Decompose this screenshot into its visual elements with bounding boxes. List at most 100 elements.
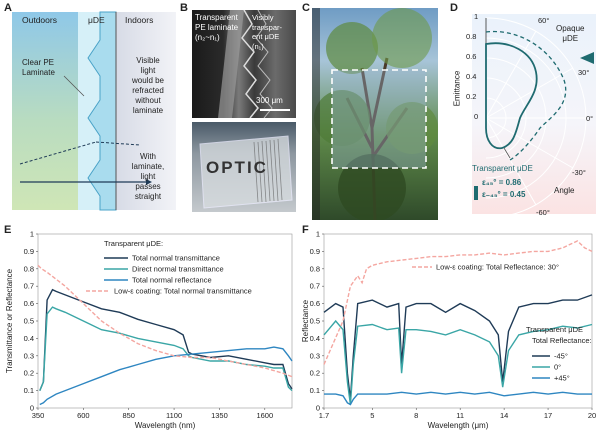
y-tick-label: 0.5 — [24, 317, 34, 326]
y-tick-label: 0.8 — [24, 264, 34, 273]
emittance-axis-label: Emittance — [452, 70, 462, 107]
legend-title-2: Total Reflectance: — [532, 336, 592, 345]
series-line-0 — [39, 288, 293, 391]
series-line-3 — [37, 264, 293, 378]
angle-0: 0° — [586, 114, 594, 123]
outdoors-area — [12, 12, 78, 210]
panel-d: D Emittance — [440, 0, 600, 222]
x-tick-label: 11 — [456, 411, 464, 420]
y-tick-label: 0.3 — [310, 351, 320, 360]
x-tick-label: 350 — [32, 411, 45, 420]
y-axis-label: Transmittance or Reflectance — [5, 268, 14, 373]
d-ytick-0.2: 0.2 — [466, 92, 477, 101]
y-tick-label: 0.7 — [24, 282, 34, 291]
legend-entry-3: Low-ε coating: Total normal transmittanc… — [114, 287, 252, 296]
indoors-area — [116, 12, 176, 210]
x-tick-label: 850 — [122, 411, 135, 420]
refracted-ray — [19, 141, 97, 165]
d-ytick-1: 1 — [474, 12, 479, 21]
x-tick-label: 5 — [370, 411, 374, 420]
y-tick-label: 0.3 — [24, 351, 34, 360]
angle-axis-label: Angle — [554, 186, 575, 195]
transparent-mude-legend: Transparent μDE — [472, 164, 533, 173]
emittance-neg45-value: ε₋₄₅° = 0.45 — [482, 190, 526, 199]
transparent-mude-label: Visibly transpar- ent μDE (n₁) — [252, 13, 283, 51]
legend-entry-2: Total normal reflectance — [132, 276, 212, 285]
y-tick-label: 0.9 — [310, 247, 320, 256]
x-tick-label: 8 — [414, 411, 418, 420]
panel-label-c: C — [302, 2, 310, 14]
y-tick-label: 1 — [316, 230, 320, 239]
panel-f: F 0 0.1 0.2 0.3 0.4 0.5 0.6 0.7 0.8 0.9 1 1.7 5 8 11 14… — [300, 222, 600, 430]
panel-a-illustration — [12, 11, 176, 211]
opaque-mude-label: Opaque μDE — [556, 24, 585, 43]
y-tick-label: 0.7 — [310, 282, 320, 291]
y-tick-label: 0.4 — [310, 334, 320, 343]
x-tick-label: 1.7 — [319, 411, 329, 420]
opaque-mude-curve — [485, 30, 567, 161]
y-tick-label: 0.2 — [24, 369, 34, 378]
mude-sample-region — [332, 70, 426, 168]
y-axis-label: Reflectance — [301, 299, 310, 342]
y-tick-label: 0 — [30, 404, 34, 413]
panel-e: E 0 0.1 0.2 0.3 0.4 0.5 0.6 0.7 0.8 0.9 1 350 600 850… — [0, 222, 300, 430]
series-line-1 — [323, 319, 593, 405]
angle-neg30: -30° — [572, 168, 586, 177]
panel-a: A Outdoors μDE Indoors Clear PE Laminate — [0, 0, 178, 212]
panel-label-e: E — [4, 224, 12, 236]
y-tick-label: 0.8 — [310, 264, 320, 273]
series-line-0 — [323, 294, 593, 400]
emittance-45-value: ε₄₅° = 0.86 — [482, 178, 522, 187]
series-line-3 — [323, 240, 593, 365]
y-tick-label: 0.9 — [24, 247, 34, 256]
chart-f-reflectance: 0 0.1 0.2 0.3 0.4 0.5 0.6 0.7 0.8 0.9 1 1.7 5 8 11 14 17… — [301, 230, 596, 431]
y-tick-label: 0.4 — [24, 334, 34, 343]
legend-entry-1: 0° — [554, 363, 561, 372]
x-tick-label: 1350 — [211, 411, 228, 420]
x-axis-label: Wavelength (nm) — [135, 421, 196, 430]
d-ytick-0.6: 0.6 — [466, 52, 477, 61]
legend-entry-2: +45° — [554, 374, 570, 383]
legend-entry-0: -45° — [554, 352, 568, 361]
panel-label-d: D — [450, 2, 458, 14]
y-tick-label: 1 — [30, 230, 34, 239]
legend-entry-1: Direct normal transmittance — [132, 265, 224, 274]
d-ytick-0: 0 — [474, 112, 479, 121]
polar-emittance-plot — [472, 14, 596, 219]
sample-photo: OPTIC — [192, 122, 296, 212]
with-laminate-note: With laminate, light passes straight — [131, 152, 165, 201]
legend-title-1: Transparent μDE — [526, 325, 583, 334]
y-tick-label: 0.2 — [310, 369, 320, 378]
panel-label-a: A — [4, 2, 12, 14]
clear-pe-label: Clear PE Laminate — [22, 58, 55, 77]
d-ytick-0.8: 0.8 — [466, 32, 477, 41]
opaque-marker-icon — [580, 52, 594, 64]
plot-frame — [323, 233, 593, 409]
pe-laminate-label: Transparent PE laminate (n₂~n₁) — [195, 13, 239, 42]
x-tick-label: 17 — [544, 411, 552, 420]
panel-label-b: B — [180, 2, 188, 14]
x-tick-label: 14 — [500, 411, 508, 420]
x-tick-label: 20 — [588, 411, 596, 420]
d-ytick-0.4: 0.4 — [466, 72, 477, 81]
window-photo — [312, 8, 438, 220]
indoors-label: Indoors — [125, 15, 154, 25]
optic-text: OPTIC — [206, 158, 268, 177]
legend-entry-3: Low-ε coating: Total Reflectance: 30° — [436, 263, 559, 272]
y-tick-label: 0.1 — [310, 386, 320, 395]
scale-label: 300 μm — [256, 96, 283, 105]
series-line-2 — [39, 346, 293, 406]
mude-label: μDE — [88, 15, 105, 25]
y-tick-label: 0.6 — [24, 299, 34, 308]
angle-30: 30° — [578, 68, 590, 77]
sem-image: Transparent PE laminate (n₂~n₁) Visibly … — [192, 10, 296, 118]
y-tick-label: 0.5 — [310, 317, 320, 326]
panel-b: B Transparent PE laminate (n₂~n₁) Visibl… — [180, 0, 300, 212]
legend-entry-0: Total normal transmittance — [132, 254, 220, 263]
transparent-mude-curve — [485, 42, 538, 150]
outdoors-label: Outdoors — [22, 15, 57, 25]
visible-light-note: Visible light would be refracted without… — [131, 56, 165, 115]
mude-layer — [87, 11, 117, 211]
x-tick-label: 600 — [77, 411, 90, 420]
panel-label-f: F — [302, 224, 309, 236]
